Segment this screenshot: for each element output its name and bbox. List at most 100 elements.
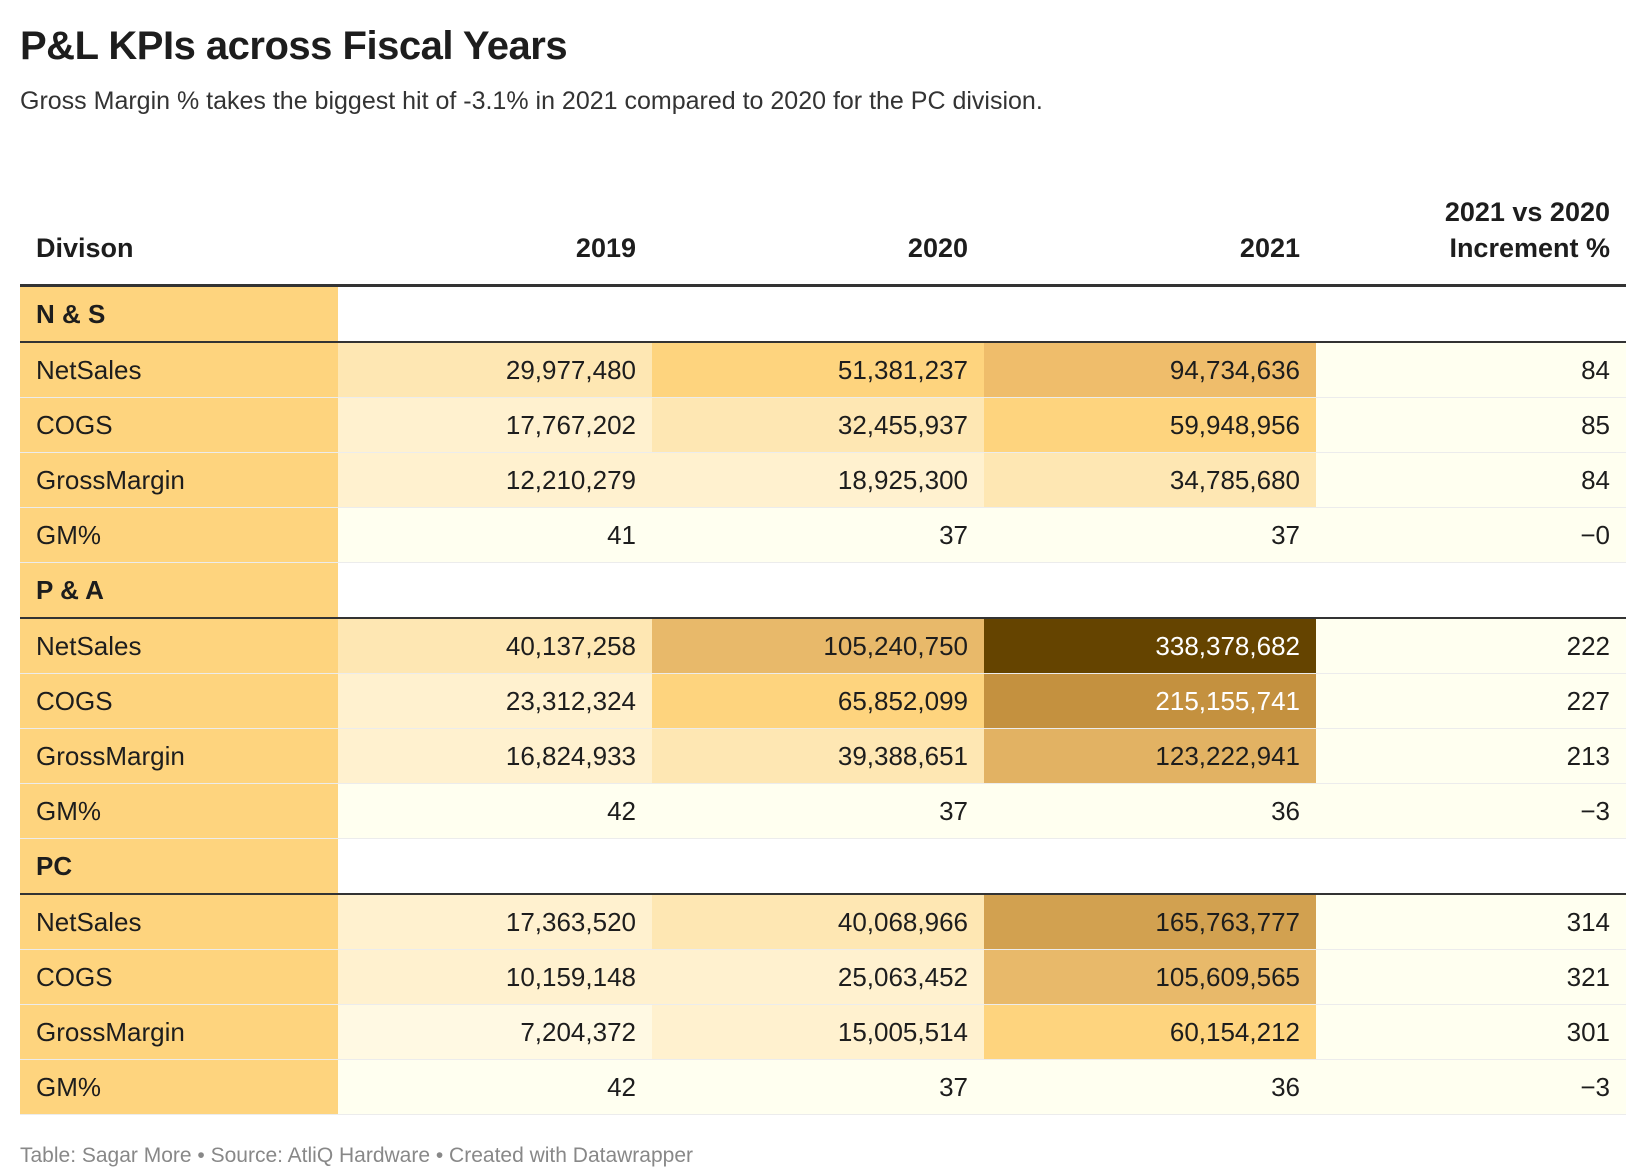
increment-cell: 85 <box>1316 397 1626 453</box>
row-label: NetSales <box>20 618 338 674</box>
value-cell-2021: 36 <box>984 783 1316 839</box>
value-cell-2021: 37 <box>984 507 1316 563</box>
value-cell-2019: 40,137,258 <box>338 618 652 674</box>
value-cell-2019: 16,824,933 <box>338 728 652 784</box>
chart-title: P&L KPIs across Fiscal Years <box>20 24 568 68</box>
row-label: GrossMargin <box>20 452 338 508</box>
value-cell-2021: 36 <box>984 1059 1316 1115</box>
value-cell-2019: 17,363,520 <box>338 894 652 950</box>
value-cell-2019: 23,312,324 <box>338 673 652 729</box>
value-cell-2019: 17,767,202 <box>338 397 652 453</box>
increment-cell: 84 <box>1316 452 1626 508</box>
value-cell-2020: 37 <box>652 1059 984 1115</box>
group-spacer-cell <box>338 838 652 895</box>
increment-cell: −3 <box>1316 783 1626 839</box>
table-row: NetSales 17,363,520 40,068,966 165,763,777 3… <box>20 894 1626 950</box>
value-cell-2021: 338,378,682 <box>984 618 1316 674</box>
row-label: COGS <box>20 949 338 1005</box>
value-cell-2019: 10,159,148 <box>338 949 652 1005</box>
value-cell-2020: 18,925,300 <box>652 452 984 508</box>
increment-cell: 84 <box>1316 342 1626 398</box>
table-row: COGS 23,312,324 65,852,099 215,155,741 227 <box>20 673 1626 729</box>
value-cell-2019: 42 <box>338 1059 652 1115</box>
table-row: GM% 42 37 36 −3 <box>20 1059 1626 1115</box>
header-increment[interactable]: 2021 vs 2020 Increment % <box>1316 176 1626 287</box>
table-header: Divison 2019 2020 2021 2021 vs 2020 Incr… <box>20 176 1626 287</box>
increment-cell: −0 <box>1316 507 1626 563</box>
value-cell-2020: 37 <box>652 783 984 839</box>
value-cell-2020: 51,381,237 <box>652 342 984 398</box>
increment-cell: 227 <box>1316 673 1626 729</box>
value-cell-2021: 105,609,565 <box>984 949 1316 1005</box>
table-row: GrossMargin 16,824,933 39,388,651 123,222,9… <box>20 728 1626 784</box>
row-label: COGS <box>20 673 338 729</box>
increment-cell: 321 <box>1316 949 1626 1005</box>
row-label: GM% <box>20 507 338 563</box>
value-cell-2019: 7,204,372 <box>338 1004 652 1060</box>
value-cell-2020: 37 <box>652 507 984 563</box>
table-row: GM% 42 37 36 −3 <box>20 783 1626 839</box>
header-2021[interactable]: 2021 <box>984 176 1316 287</box>
increment-cell: 213 <box>1316 728 1626 784</box>
row-label: NetSales <box>20 342 338 398</box>
group-spacer-cell <box>652 285 984 343</box>
group-label: PC <box>20 838 338 895</box>
increment-cell: 314 <box>1316 894 1626 950</box>
value-cell-2020: 105,240,750 <box>652 618 984 674</box>
group-row: N & S <box>20 285 1626 343</box>
table-row: COGS 10,159,148 25,063,452 105,609,565 321 <box>20 949 1626 1005</box>
group-spacer-cell <box>1316 285 1626 343</box>
header-2019[interactable]: 2019 <box>338 176 652 287</box>
increment-cell: 222 <box>1316 618 1626 674</box>
group-spacer-cell <box>1316 562 1626 619</box>
group-spacer-cell <box>338 285 652 343</box>
value-cell-2019: 12,210,279 <box>338 452 652 508</box>
table-body: N & S NetSales 29,977,480 51,381,237 94,734,… <box>20 285 1626 1115</box>
chart-container: P&L KPIs across Fiscal Years Gross Margi… <box>20 18 1626 1167</box>
group-spacer-cell <box>984 562 1316 619</box>
value-cell-2020: 25,063,452 <box>652 949 984 1005</box>
value-cell-2021: 94,734,636 <box>984 342 1316 398</box>
group-row: P & A <box>20 562 1626 619</box>
table-row: GrossMargin 12,210,279 18,925,300 34,785,68… <box>20 452 1626 508</box>
group-label: P & A <box>20 562 338 619</box>
value-cell-2021: 123,222,941 <box>984 728 1316 784</box>
header-row: Divison 2019 2020 2021 2021 vs 2020 Incr… <box>20 176 1626 287</box>
increment-cell: −3 <box>1316 1059 1626 1115</box>
value-cell-2020: 15,005,514 <box>652 1004 984 1060</box>
header-2020[interactable]: 2020 <box>652 176 984 287</box>
value-cell-2019: 29,977,480 <box>338 342 652 398</box>
value-cell-2019: 42 <box>338 783 652 839</box>
value-cell-2021: 59,948,956 <box>984 397 1316 453</box>
row-label: GM% <box>20 1059 338 1115</box>
value-cell-2020: 39,388,651 <box>652 728 984 784</box>
row-label: GrossMargin <box>20 728 338 784</box>
table-row: NetSales 40,137,258 105,240,750 338,378,682… <box>20 618 1626 674</box>
group-spacer-cell <box>652 562 984 619</box>
table-row: GrossMargin 7,204,372 15,005,514 60,154,212… <box>20 1004 1626 1060</box>
table-row: NetSales 29,977,480 51,381,237 94,734,636 84 <box>20 342 1626 398</box>
table-row: GM% 41 37 37 −0 <box>20 507 1626 563</box>
value-cell-2019: 41 <box>338 507 652 563</box>
increment-cell: 301 <box>1316 1004 1626 1060</box>
row-label: NetSales <box>20 894 338 950</box>
value-cell-2021: 165,763,777 <box>984 894 1316 950</box>
row-label: COGS <box>20 397 338 453</box>
group-spacer-cell <box>338 562 652 619</box>
group-row: PC <box>20 838 1626 895</box>
chart-footer: Table: Sagar More • Source: AtliQ Hardwa… <box>20 1144 694 1167</box>
header-division[interactable]: Divison <box>20 176 338 287</box>
value-cell-2020: 65,852,099 <box>652 673 984 729</box>
value-cell-2021: 34,785,680 <box>984 452 1316 508</box>
group-label: N & S <box>20 285 338 343</box>
table-row: COGS 17,767,202 32,455,937 59,948,956 85 <box>20 397 1626 453</box>
value-cell-2020: 40,068,966 <box>652 894 984 950</box>
value-cell-2020: 32,455,937 <box>652 397 984 453</box>
group-spacer-cell <box>984 285 1316 343</box>
group-spacer-cell <box>1316 838 1626 895</box>
value-cell-2021: 60,154,212 <box>984 1004 1316 1060</box>
group-spacer-cell <box>652 838 984 895</box>
group-spacer-cell <box>984 838 1316 895</box>
chart-subtitle: Gross Margin % takes the biggest hit of … <box>20 87 1043 115</box>
row-label: GM% <box>20 783 338 839</box>
